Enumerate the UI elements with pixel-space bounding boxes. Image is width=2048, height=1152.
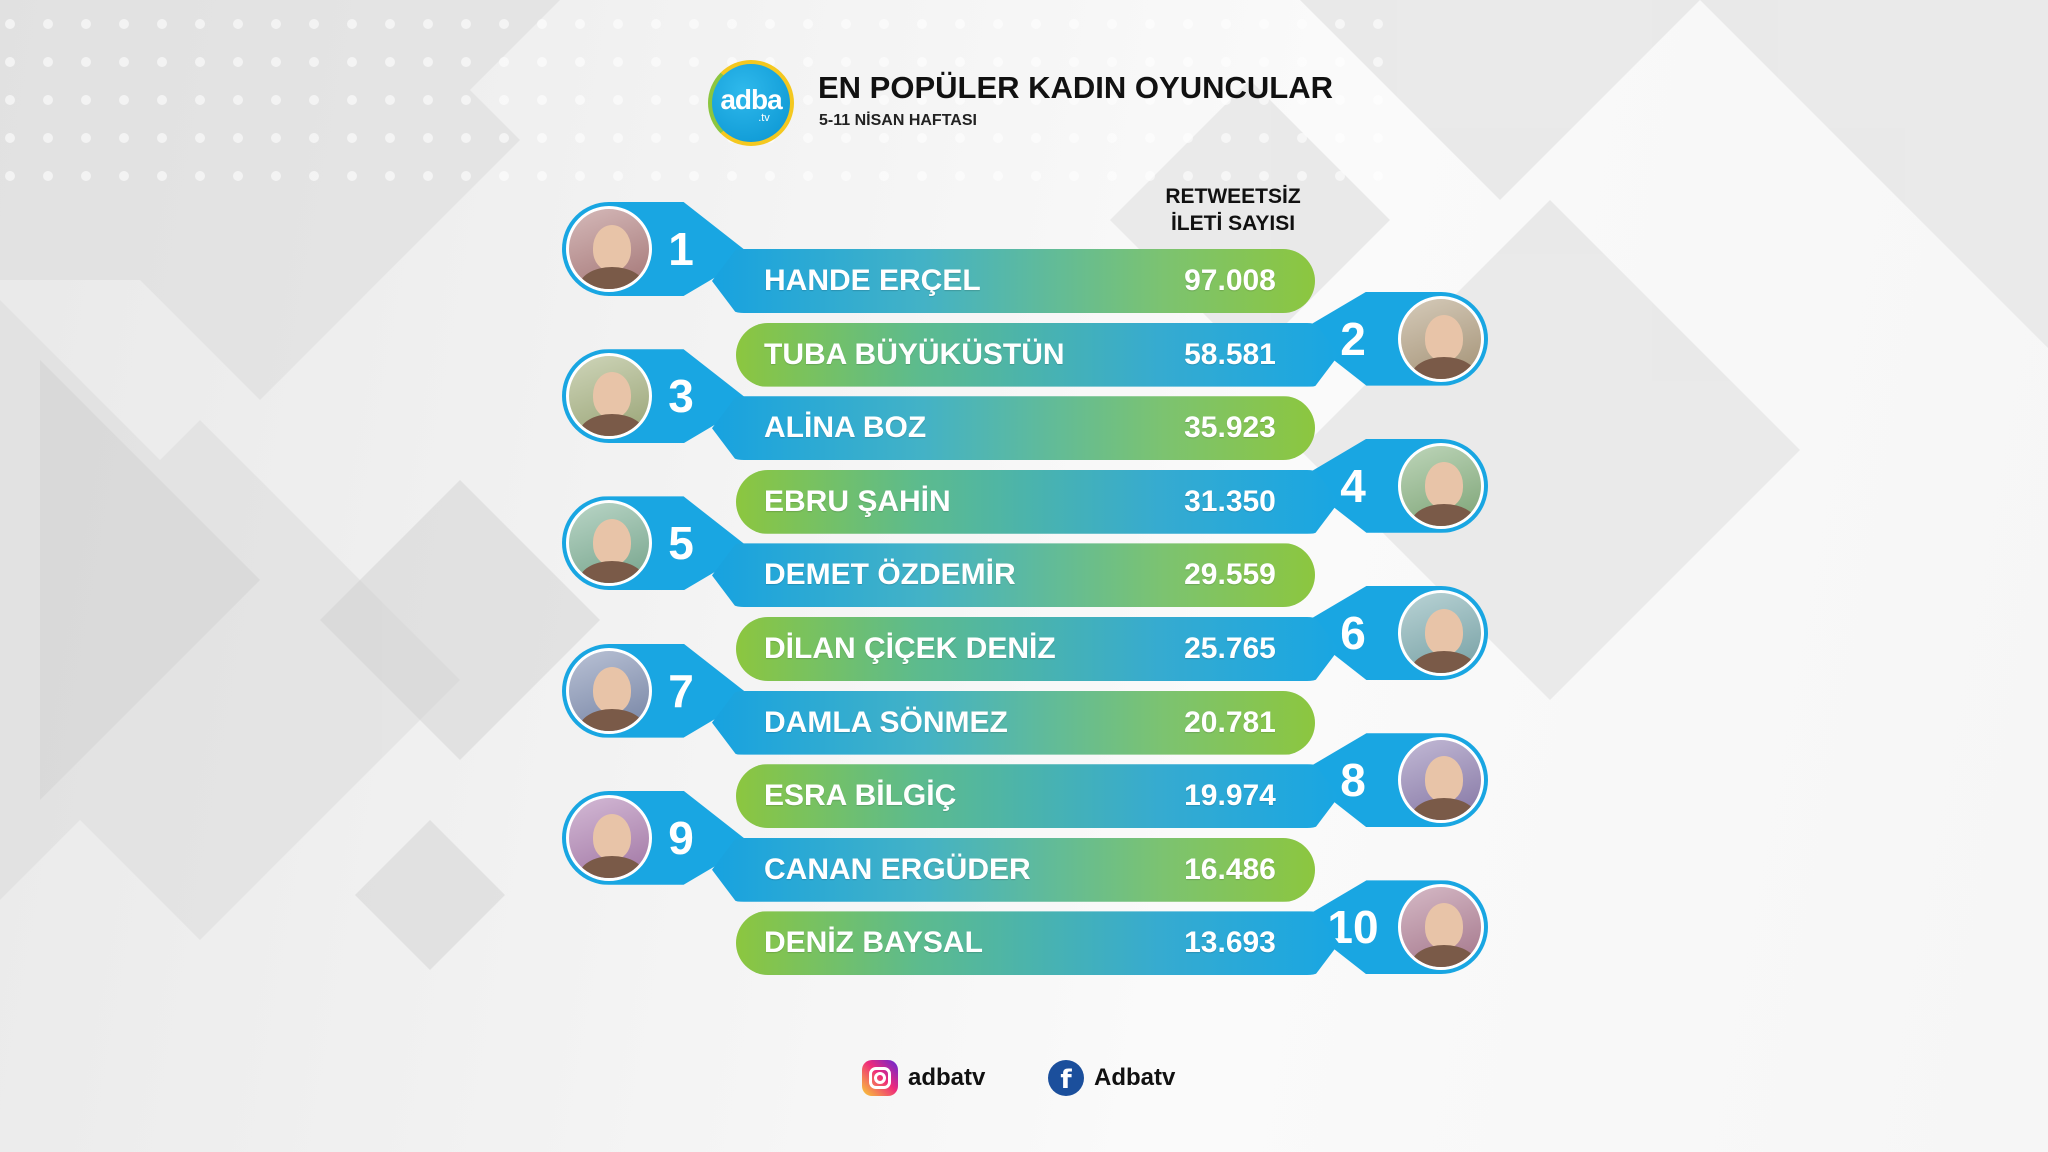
photo-face bbox=[593, 813, 631, 860]
photo-face bbox=[1425, 609, 1463, 655]
tweet-count: 13.693 bbox=[1184, 926, 1276, 960]
rank-number: 4 bbox=[1340, 459, 1366, 512]
rank-number: 5 bbox=[668, 517, 694, 570]
tweet-count: 16.486 bbox=[1184, 852, 1276, 886]
photo-body bbox=[579, 855, 645, 878]
photo-body bbox=[579, 414, 645, 437]
photo-body bbox=[579, 267, 645, 289]
facebook-icon: f bbox=[1048, 1060, 1084, 1096]
bar-di-lan-i-ek-deni-z: DİLAN ÇİÇEK DENİZ 25.765 bbox=[736, 617, 1339, 681]
photo-face bbox=[1425, 314, 1463, 361]
facebook-link[interactable]: f Adbatv bbox=[1048, 1056, 1175, 1100]
instagram-link[interactable]: adbatv bbox=[862, 1056, 985, 1100]
actress-photo bbox=[1398, 884, 1484, 971]
actress-photo bbox=[566, 206, 652, 292]
photo-body bbox=[579, 561, 645, 584]
photo-body bbox=[1411, 651, 1477, 673]
tweet-count: 31.350 bbox=[1184, 484, 1276, 518]
rank-number: 1 bbox=[668, 223, 694, 275]
photo-body bbox=[1411, 945, 1477, 968]
photo-body bbox=[1411, 798, 1477, 821]
tweet-count: 58.581 bbox=[1184, 337, 1276, 371]
bar-deni-z-baysal: DENİZ BAYSAL 13.693 bbox=[736, 911, 1339, 976]
actress-photo bbox=[1398, 590, 1484, 676]
rank-number: 3 bbox=[668, 370, 694, 423]
actress-name: ESRA BİLGİÇ bbox=[764, 779, 957, 813]
actress-name: DİLAN ÇİÇEK DENİZ bbox=[764, 632, 1056, 665]
instagram-icon bbox=[862, 1060, 898, 1096]
actress-photo bbox=[566, 794, 652, 881]
tweet-count: 35.923 bbox=[1184, 411, 1276, 445]
instagram-handle: adbatv bbox=[908, 1064, 986, 1091]
column-header-line2: İLETİ SAYISI bbox=[1170, 212, 1296, 235]
actress-name: EBRU ŞAHİN bbox=[764, 484, 951, 518]
tweet-count: 20.781 bbox=[1184, 705, 1276, 739]
facebook-handle: Adbatv bbox=[1094, 1064, 1176, 1091]
bar-damla-s-nmez: DAMLA SÖNMEZ 20.781 bbox=[712, 690, 1315, 755]
tweet-count: 25.765 bbox=[1184, 632, 1276, 665]
actress-name: DENİZ BAYSAL bbox=[764, 926, 983, 960]
tweet-count: 29.559 bbox=[1184, 558, 1276, 592]
bar-tuba-b-y-k-st-n: TUBA BÜYÜKÜSTÜN 58.581 bbox=[736, 322, 1339, 387]
rank-number: 6 bbox=[1340, 607, 1366, 659]
header: adba .tv EN POPÜLER KADIN OYUNCULAR 5-11… bbox=[708, 56, 1408, 146]
rank-number: 2 bbox=[1340, 312, 1366, 365]
page-subtitle: 5-11 NİSAN HAFTASI bbox=[819, 112, 977, 129]
photo-face bbox=[1425, 461, 1463, 508]
adba-logo: adba .tv bbox=[708, 60, 794, 146]
photo-face bbox=[593, 666, 631, 713]
rank-number: 9 bbox=[668, 811, 694, 864]
photo-face bbox=[593, 519, 631, 566]
logo-sub: .tv bbox=[758, 112, 770, 124]
actress-photo bbox=[566, 500, 652, 587]
bar-ali-na-boz: ALİNA BOZ 35.923 bbox=[712, 396, 1315, 461]
column-header: RETWEETSİZ İLETİ SAYISI bbox=[1152, 183, 1314, 237]
photo-face bbox=[1425, 903, 1463, 950]
actress-name: CANAN ERGÜDER bbox=[764, 852, 1031, 886]
actress-name: DAMLA SÖNMEZ bbox=[764, 705, 1008, 739]
photo-face bbox=[1425, 756, 1463, 803]
actress-name: ALİNA BOZ bbox=[764, 411, 927, 445]
actress-photo bbox=[566, 647, 652, 734]
actress-photo bbox=[1398, 295, 1484, 382]
photo-body bbox=[1411, 356, 1477, 379]
actress-name: HANDE ERÇEL bbox=[764, 264, 981, 297]
actress-name: DEMET ÖZDEMİR bbox=[764, 558, 1016, 592]
photo-face bbox=[593, 225, 631, 271]
bar-esra-bi-lgi-: ESRA BİLGİÇ 19.974 bbox=[736, 764, 1339, 829]
actress-photo bbox=[1398, 737, 1484, 824]
photo-body bbox=[1411, 503, 1477, 526]
actress-photo bbox=[566, 353, 652, 440]
actress-name: TUBA BÜYÜKÜSTÜN bbox=[764, 337, 1065, 371]
bar-canan-erg-der: CANAN ERGÜDER 16.486 bbox=[712, 837, 1315, 902]
logo-text: adba bbox=[720, 84, 782, 115]
tweet-count: 19.974 bbox=[1184, 779, 1276, 813]
column-header-line1: RETWEETSİZ bbox=[1165, 185, 1301, 208]
photo-body bbox=[579, 708, 645, 731]
bar-hande-er-el: HANDE ERÇEL 97.008 bbox=[712, 249, 1315, 313]
actress-photo bbox=[1398, 442, 1484, 529]
rank-number: 8 bbox=[1340, 754, 1366, 807]
tweet-count: 97.008 bbox=[1184, 264, 1276, 297]
photo-face bbox=[593, 372, 631, 419]
page-title: EN POPÜLER KADIN OYUNCULAR bbox=[818, 70, 1333, 105]
bar-demet-zdemi-r: DEMET ÖZDEMİR 29.559 bbox=[712, 543, 1315, 608]
rank-number: 7 bbox=[668, 664, 694, 717]
bar-ebru-ahi-n: EBRU ŞAHİN 31.350 bbox=[736, 469, 1339, 534]
